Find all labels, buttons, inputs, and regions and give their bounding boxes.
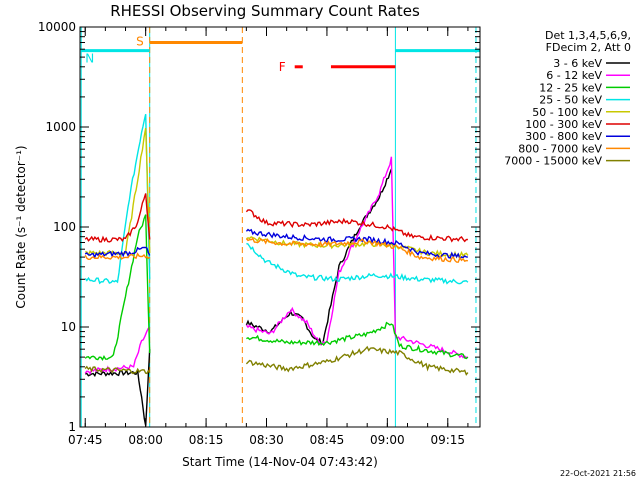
x-axis-label: Start Time (14-Nov-04 07:43:42) — [182, 455, 378, 469]
series-lines — [84, 113, 469, 426]
series-line — [245, 237, 468, 263]
legend-header-line: FDecim 2, Att 0 — [546, 41, 631, 54]
y-tick-label: 1 — [68, 420, 76, 434]
series-line — [84, 252, 151, 260]
series-line — [84, 365, 151, 375]
legend: Det 1,3,4,5,6,9,FDecim 2, Att 0 3 - 6 keV… — [504, 29, 631, 168]
x-tick-label: 08:00 — [128, 433, 163, 447]
series-line — [245, 168, 393, 346]
x-tick-label: 07:45 — [68, 433, 103, 447]
series-line — [85, 127, 151, 257]
series-line — [84, 113, 151, 285]
legend-label: 25 - 50 keV — [539, 94, 602, 107]
x-axis: 07:45 08:00 08:15 08:30 08:45 09:00 09:15 — [68, 27, 469, 447]
legend-label: 300 - 800 keV — [525, 130, 602, 143]
y-tick-label: 1000 — [45, 120, 76, 134]
series-line — [85, 349, 151, 426]
status-flags: S N F — [81, 34, 480, 74]
series-line — [84, 246, 151, 260]
legend-label: 7000 - 15000 keV — [504, 155, 602, 168]
flag-label: S — [136, 34, 144, 48]
flag-label: F — [279, 60, 286, 74]
y-tick-label: 10000 — [38, 20, 76, 34]
legend-label: 100 - 300 keV — [525, 118, 602, 131]
y-axis-label: Count Rate (s⁻¹ detector⁻¹) — [14, 145, 28, 308]
series-line — [245, 209, 468, 243]
y-tick-label: 100 — [53, 220, 76, 234]
chart-title: RHESSI Observing Summary Count Rates — [110, 2, 420, 20]
flag-label: N — [85, 52, 94, 66]
legend-label: 3 - 6 keV — [553, 57, 602, 70]
legend-label: 50 - 100 keV — [532, 106, 602, 119]
series-line — [246, 242, 469, 285]
y-axis: 1 10 100 1000 10000 — [38, 20, 480, 434]
series-line — [245, 345, 469, 376]
series-line — [245, 228, 468, 261]
legend-label: 12 - 25 keV — [539, 81, 602, 94]
plot-frame — [79, 26, 481, 428]
x-tick-label: 09:00 — [370, 433, 405, 447]
x-tick-label: 08:30 — [249, 433, 284, 447]
series-line — [246, 321, 469, 360]
series-line — [84, 193, 151, 243]
x-tick-label: 08:45 — [310, 433, 345, 447]
legend-header-line: Det 1,3,4,5,6,9, — [545, 29, 631, 42]
x-tick-label: 09:15 — [430, 433, 465, 447]
legend-label: 6 - 12 keV — [546, 69, 602, 82]
series-line — [84, 214, 151, 361]
y-tick-label: 10 — [61, 320, 76, 334]
x-tick-label: 08:15 — [189, 433, 224, 447]
timestamp: 22-Oct-2021 21:56 — [560, 469, 636, 478]
series-line — [245, 156, 469, 359]
legend-label: 800 - 7000 keV — [518, 142, 602, 155]
